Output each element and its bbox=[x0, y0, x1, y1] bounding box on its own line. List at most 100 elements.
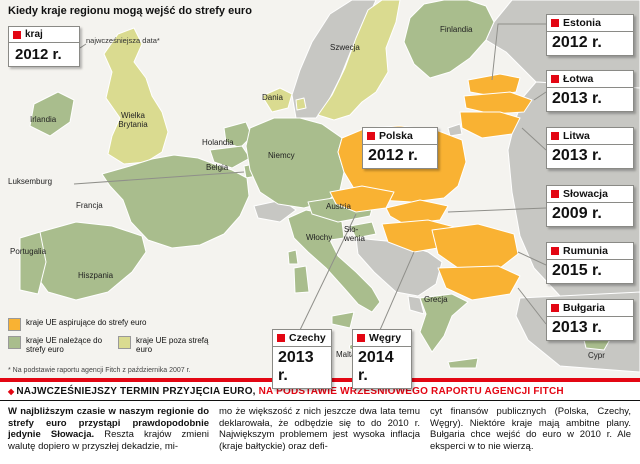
country-ireland bbox=[29, 91, 75, 137]
article-column-3: cyt finansów publicznych (Polska, Czechy… bbox=[430, 406, 631, 452]
red-square-icon bbox=[551, 304, 559, 312]
country-crete bbox=[447, 357, 479, 369]
article-column-2: mo że większość z nich jeszcze dwa lata … bbox=[219, 406, 420, 452]
legend-swatch-outside-icon bbox=[118, 336, 131, 349]
page-title: Kiedy kraje regionu mogą wejść do strefy… bbox=[8, 5, 252, 17]
callout-name-row: Łotwa bbox=[546, 70, 634, 88]
red-square-icon bbox=[551, 190, 559, 198]
label-slowenia: Sło-wenia bbox=[344, 225, 365, 243]
leader-line-slowacja bbox=[447, 207, 547, 213]
label-irlandia: Irlandia bbox=[30, 115, 57, 124]
callout-name-row: Bułgaria bbox=[546, 299, 634, 317]
banner-red-text: NA PODSTAWIE WRZEŚNIOWEGO RAPORTU AGENCJ… bbox=[258, 386, 564, 397]
article-col1-rest: Reszta krajów zmieni walutę dopiero w pr… bbox=[8, 429, 209, 452]
country-denmark bbox=[261, 87, 293, 113]
country-sardinia bbox=[293, 265, 310, 294]
callout-lotwa: Łotwa 2013 r. bbox=[546, 70, 634, 112]
legend-label-aspiring: kraje UE aspirujące do strefy euro bbox=[26, 318, 147, 327]
red-square-icon bbox=[367, 132, 375, 140]
country-sweden bbox=[317, 0, 401, 121]
callout-rumunia: Rumunia 2015 r. bbox=[546, 242, 634, 284]
callout-country: Słowacja bbox=[563, 188, 608, 200]
leader-line-estonia bbox=[491, 23, 546, 81]
red-square-icon bbox=[13, 30, 21, 39]
callout-name-row: Rumunia bbox=[546, 242, 634, 260]
callout-name-row: Estonia bbox=[546, 14, 634, 32]
callout-date: 2012 r. bbox=[362, 145, 438, 169]
red-square-icon bbox=[551, 132, 559, 140]
callout-country: Rumunia bbox=[563, 245, 608, 257]
legend-item-aspiring: kraje UE aspirujące do strefy euro bbox=[8, 318, 248, 331]
leader-line-czechy bbox=[299, 213, 357, 331]
country-sicily bbox=[331, 311, 355, 329]
key-note: najwcześniejsza data* bbox=[86, 36, 160, 45]
country-portugal bbox=[19, 231, 47, 295]
red-square-icon bbox=[277, 334, 285, 342]
leader-line-key-note bbox=[79, 43, 87, 49]
leader-line-luksemburg bbox=[73, 171, 245, 185]
callout-name-row: Węgry bbox=[352, 329, 412, 347]
label-luksemburg: Luksemburg bbox=[8, 177, 53, 186]
callout-country: Łotwa bbox=[563, 73, 594, 85]
banner-black-text: NAJWCZEŚNIEJSZY TERMIN PRZYJĘCIA EURO, bbox=[16, 386, 259, 397]
country-netherlands bbox=[223, 121, 253, 149]
legend-label-outside: kraje UE poza strefą euro bbox=[136, 336, 209, 354]
callout-date: 2013 r. bbox=[546, 88, 634, 112]
country-united-kingdom bbox=[103, 27, 169, 165]
country-greece bbox=[419, 293, 469, 353]
label-portugalia: Portugalia bbox=[10, 247, 47, 256]
label-dania: Dania bbox=[262, 93, 283, 102]
footnote: * Na podstawie raportu agencji Fitch z p… bbox=[8, 367, 191, 374]
legend-label-eurozone: kraje UE należące do strefy euro bbox=[26, 336, 103, 354]
callout-litwa: Litwa 2013 r. bbox=[546, 127, 634, 169]
label-hiszpania: Hiszpania bbox=[78, 271, 114, 280]
country-denmark-island bbox=[295, 97, 307, 111]
legend-swatch-aspiring-icon bbox=[8, 318, 21, 331]
country-belgium bbox=[209, 145, 251, 169]
callout-bulgaria: Bułgaria 2013 r. bbox=[546, 299, 634, 341]
red-square-icon bbox=[551, 19, 559, 27]
legend-item-outside: kraje UE poza strefą euro bbox=[118, 336, 214, 354]
callout-country: Węgry bbox=[369, 332, 402, 344]
label-niemcy: Niemcy bbox=[268, 151, 295, 160]
label-austria: Austria bbox=[326, 202, 351, 211]
callout-date: 2015 r. bbox=[546, 260, 634, 284]
callout-date: 2009 r. bbox=[546, 203, 634, 227]
diamond-icon: ◆ bbox=[8, 387, 15, 396]
country-corsica bbox=[287, 249, 299, 265]
country-romania bbox=[431, 223, 519, 269]
leader-line-rumunia bbox=[517, 251, 547, 266]
leader-line-bulgaria bbox=[517, 287, 547, 325]
callout-country: Litwa bbox=[563, 130, 590, 142]
leader-line-lotwa bbox=[533, 91, 547, 101]
callout-name-row: Słowacja bbox=[546, 185, 634, 203]
callout-country: Polska bbox=[379, 130, 413, 142]
key-sample: kraj 2012 r. bbox=[8, 26, 80, 67]
article-lead-bold: W najbliższym czasie w naszym regionie d… bbox=[8, 406, 209, 440]
country-bulgaria bbox=[437, 265, 521, 301]
callout-wegry: Węgry 2014 r. bbox=[352, 329, 412, 389]
article-column-1: W najbliższym czasie w naszym regionie d… bbox=[8, 406, 209, 452]
label-belgia: Belgia bbox=[206, 163, 229, 172]
leader-line-litwa bbox=[521, 127, 547, 151]
callout-czechy: Czechy 2013 r. bbox=[272, 329, 332, 389]
europe-map-area: Kiedy kraje regionu mogą wejść do strefy… bbox=[0, 0, 640, 389]
map-legend: kraje UE aspirujące do strefy euro kraje… bbox=[8, 318, 248, 359]
legend-swatch-eurozone-icon bbox=[8, 336, 21, 349]
article-text: W najbliższym czasie w naszym regionie d… bbox=[0, 401, 640, 452]
callout-name-row: Czechy bbox=[272, 329, 332, 347]
country-finland bbox=[403, 0, 495, 79]
red-square-icon bbox=[551, 247, 559, 255]
label-grecja: Grecja bbox=[424, 295, 448, 304]
europe-map bbox=[19, 0, 640, 373]
country-slovakia bbox=[385, 199, 449, 225]
country-france bbox=[101, 154, 250, 249]
red-square-icon bbox=[357, 334, 365, 342]
callout-slowacja: Słowacja 2009 r. bbox=[546, 185, 634, 227]
callout-country: Czechy bbox=[289, 332, 326, 344]
key-country-row: kraj bbox=[8, 26, 80, 43]
callout-date: 2013 r. bbox=[272, 347, 332, 389]
callout-estonia: Estonia 2012 r. bbox=[546, 14, 634, 56]
label-malta: Malta bbox=[336, 350, 356, 359]
callout-country: Estonia bbox=[563, 17, 601, 29]
